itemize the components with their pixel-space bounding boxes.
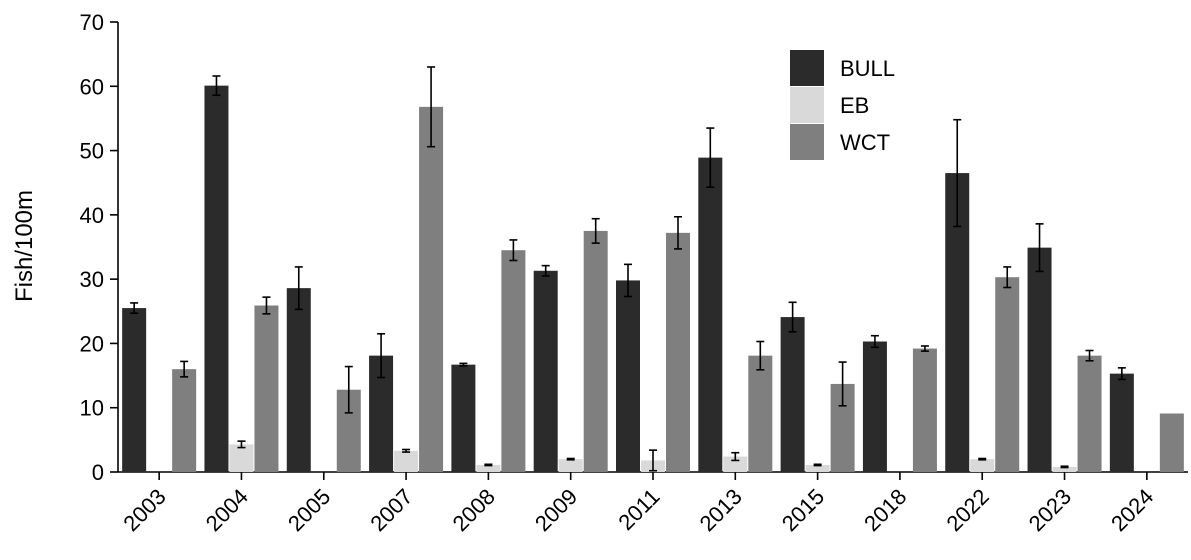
- bar-eb-2007: [394, 450, 419, 472]
- x-tick-label: 2013: [695, 484, 747, 536]
- y-tick-label: 30: [80, 267, 104, 292]
- bars-group: [122, 85, 1184, 473]
- legend-label-bull: BULL: [840, 56, 895, 81]
- legend-swatch-eb: [790, 87, 824, 123]
- bar-bull-2004: [204, 85, 229, 473]
- bar-bull-2005: [286, 288, 311, 472]
- bar-wct-2003: [172, 369, 197, 472]
- x-tick-label: 2015: [777, 484, 829, 536]
- y-tick-label: 60: [80, 74, 104, 99]
- y-axis: 0 10 20 30 40 50 60 70: [80, 10, 119, 485]
- bar-bull-2015: [780, 317, 805, 472]
- bar-bull-2018: [862, 341, 887, 472]
- bar-wct-2013: [748, 355, 773, 472]
- bar-wct-2009: [583, 230, 608, 472]
- x-tick-label: 2008: [448, 484, 500, 536]
- bar-eb-2023: [1052, 466, 1077, 472]
- bar-eb-2009: [558, 459, 583, 472]
- bar-eb-2008: [476, 464, 501, 472]
- x-tick-label: 2004: [201, 484, 253, 536]
- error-bars-group: [130, 66, 1126, 472]
- bar-eb-2015: [805, 464, 830, 472]
- y-tick-label: 50: [80, 139, 104, 164]
- x-axis: 2003 2004 2005 2007 2008 2009 2011 2013 2015 2018…: [118, 471, 1188, 536]
- bar-wct-2007: [419, 106, 444, 472]
- bar-bull-2009: [533, 270, 558, 472]
- y-tick-label: 10: [80, 396, 104, 421]
- bar-eb-2013: [723, 456, 748, 472]
- legend: BULL EB WCT: [790, 50, 895, 160]
- bar-eb-2004: [229, 444, 254, 472]
- bar-bull-2008: [451, 364, 476, 472]
- x-tick-label: 2005: [283, 484, 335, 536]
- y-tick-label: 0: [92, 460, 104, 485]
- legend-label-wct: WCT: [840, 130, 890, 155]
- bar-wct-2024: [1159, 413, 1184, 472]
- bar-wct-2011: [666, 232, 690, 472]
- bar-bull-2013: [698, 157, 723, 472]
- bar-bull-2023: [1027, 247, 1052, 472]
- x-tick-label: 2023: [1024, 484, 1076, 536]
- x-tick-label: 2024: [1106, 484, 1158, 536]
- x-tick-label: 2009: [530, 484, 582, 536]
- legend-label-eb: EB: [840, 93, 869, 118]
- y-axis-title: Fish/100m: [11, 190, 38, 302]
- bar-wct-2022: [995, 277, 1020, 472]
- y-tick-label: 40: [80, 203, 104, 228]
- y-tick-label: 70: [80, 10, 104, 35]
- x-tick-label: 2007: [365, 484, 417, 536]
- y-tick-label: 20: [80, 331, 104, 356]
- x-tick-label: 2018: [859, 484, 911, 536]
- bar-wct-2018: [912, 348, 937, 472]
- x-tick-label: 2011: [613, 484, 664, 535]
- bar-bull-2003: [122, 308, 147, 472]
- bar-wct-2004: [254, 305, 279, 472]
- bar-bull-2011: [616, 280, 640, 472]
- x-tick-label: 2003: [118, 484, 170, 536]
- bar-bull-2024: [1109, 373, 1134, 472]
- legend-swatch-bull: [790, 50, 824, 86]
- x-tick-label: 2022: [941, 484, 993, 536]
- legend-swatch-wct: [790, 124, 824, 160]
- bar-wct-2023: [1077, 355, 1102, 472]
- bar-eb-2022: [970, 459, 995, 472]
- bar-wct-2008: [501, 250, 526, 472]
